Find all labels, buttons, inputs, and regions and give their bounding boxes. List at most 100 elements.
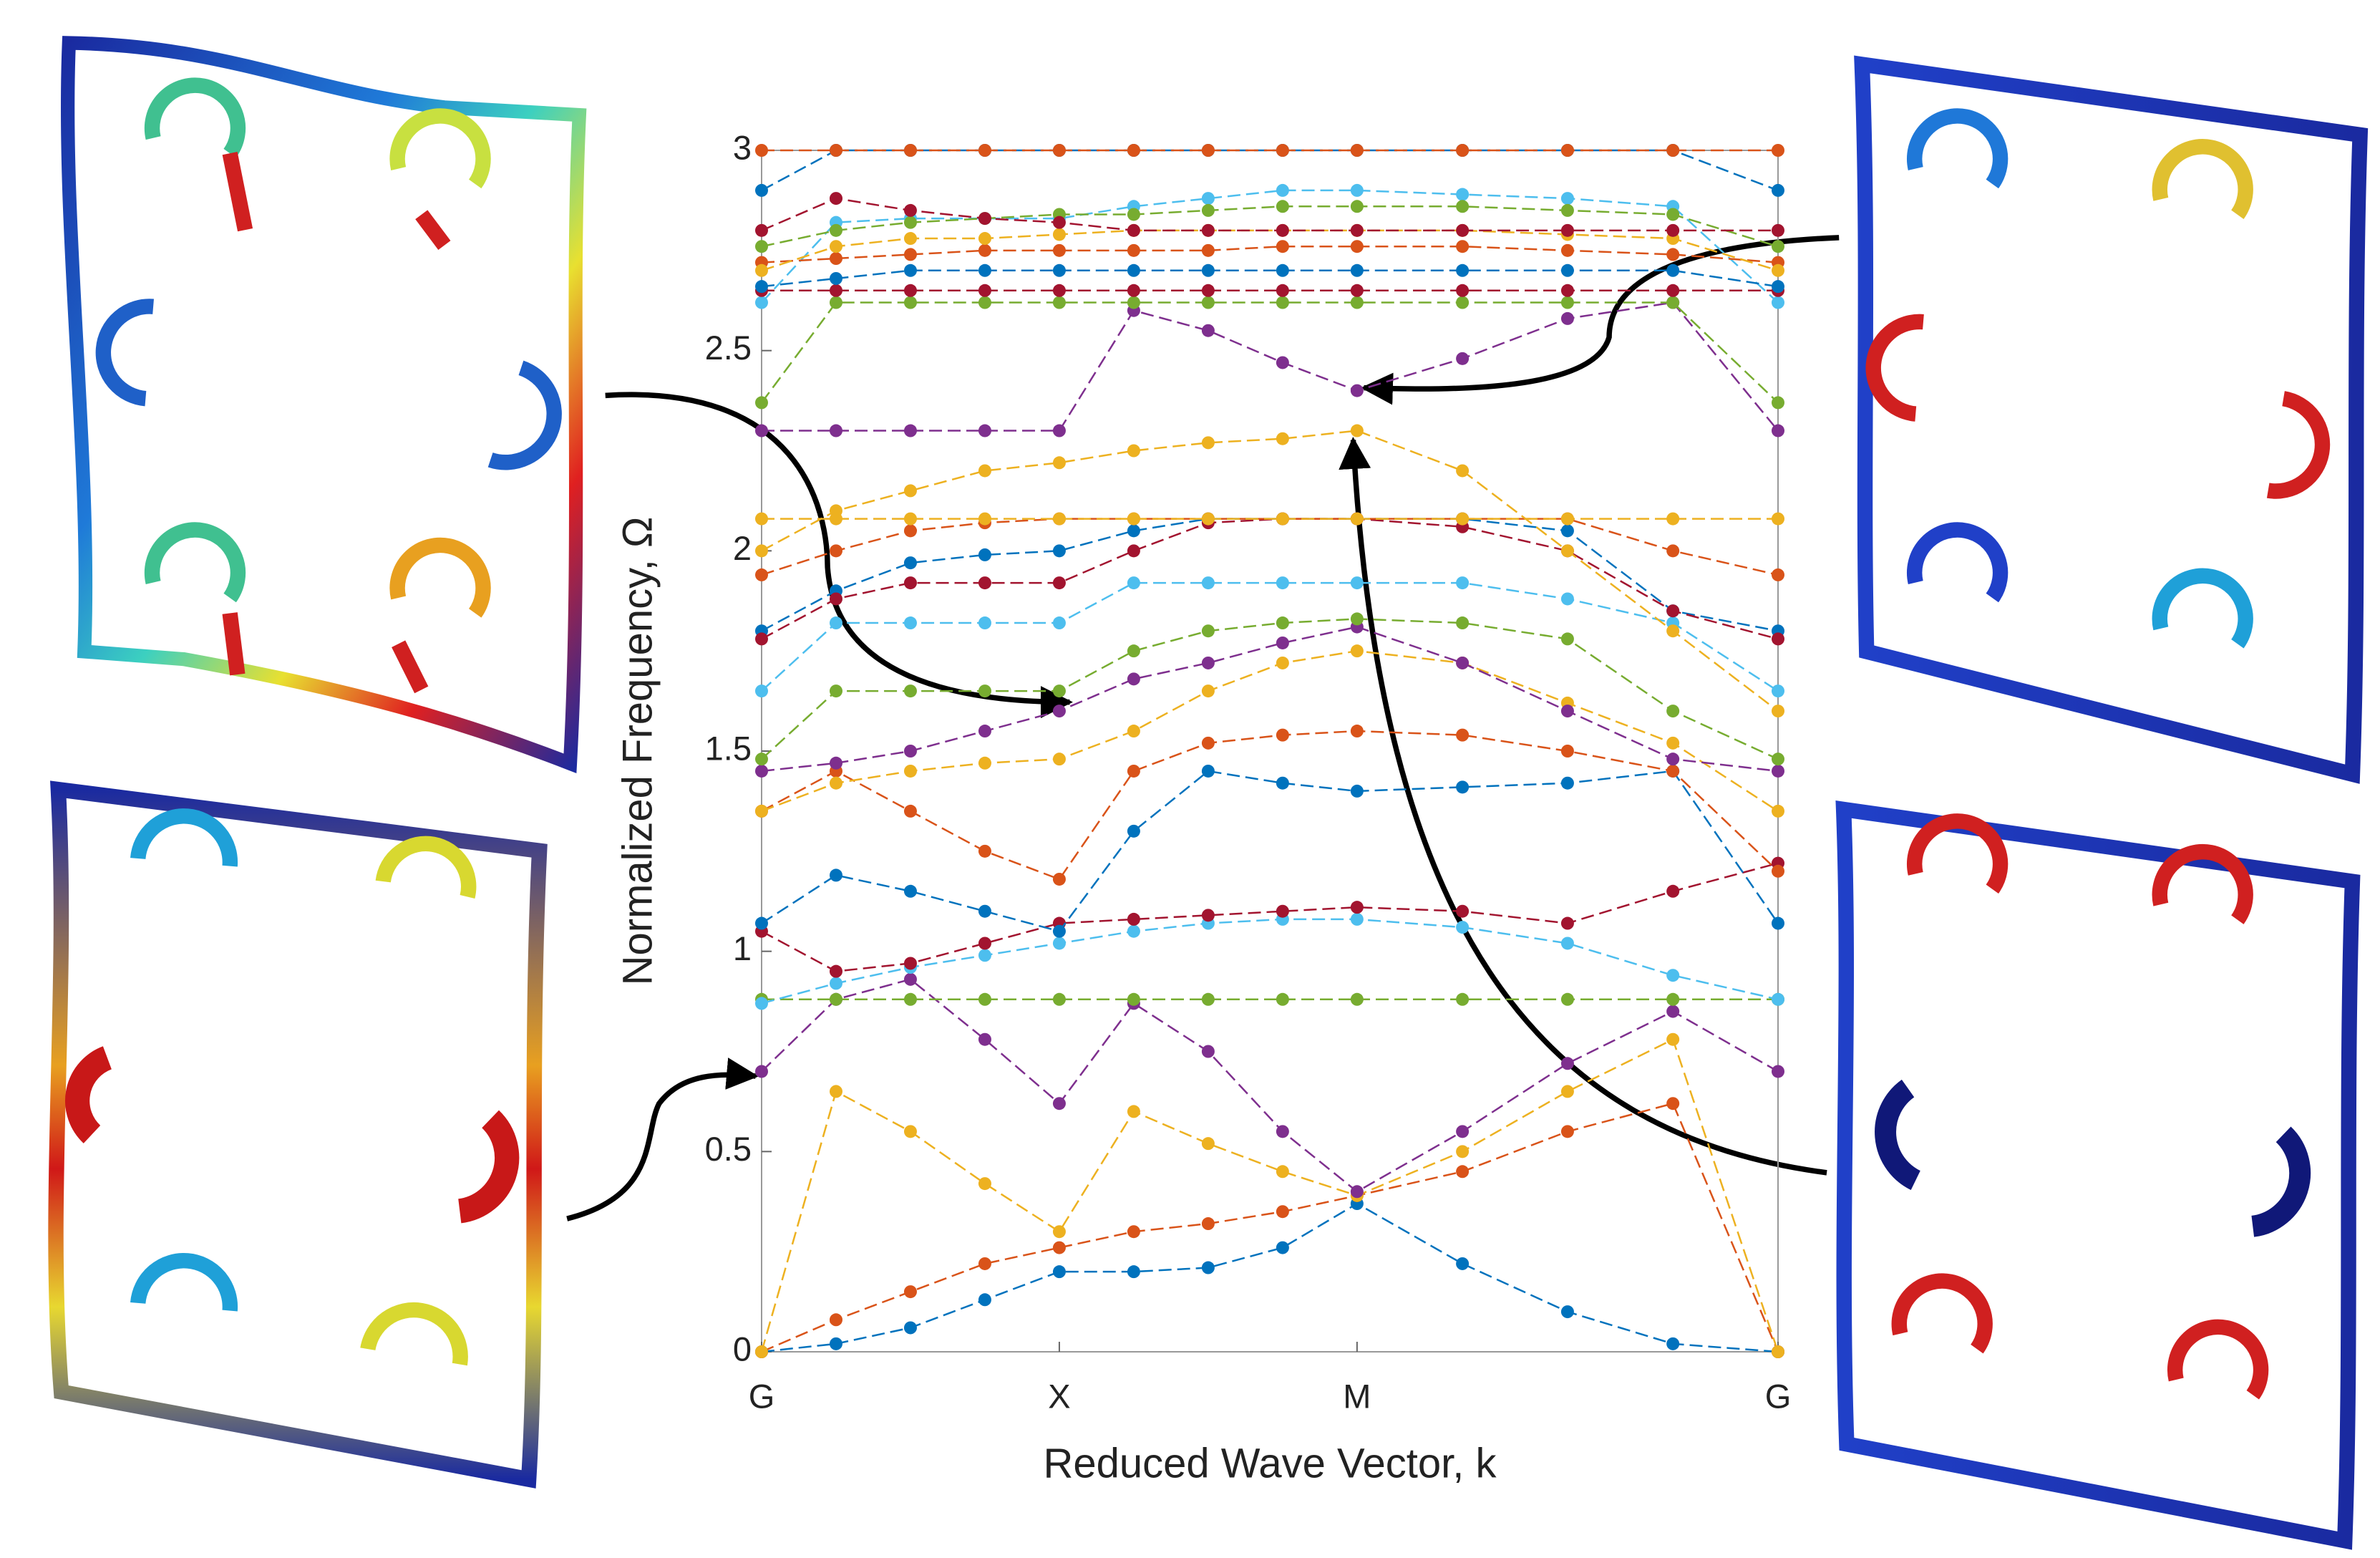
- band-point: [1052, 1265, 1066, 1279]
- band-point: [1276, 296, 1289, 309]
- band-point: [1052, 924, 1066, 938]
- band-point: [1127, 524, 1140, 538]
- rings: [1875, 813, 2311, 1400]
- band-point: [903, 484, 917, 498]
- band-point: [978, 844, 991, 858]
- band-point: [1560, 243, 1574, 257]
- band-point: [755, 568, 768, 581]
- band-point: [903, 296, 917, 309]
- band-point: [755, 296, 768, 309]
- band-point: [1052, 1225, 1066, 1239]
- band-point: [978, 904, 991, 918]
- band-point: [1666, 1097, 1680, 1111]
- band-point: [1127, 263, 1140, 277]
- band-point: [1276, 656, 1289, 669]
- band-point: [1201, 656, 1215, 669]
- band-point: [829, 544, 842, 558]
- band-point: [1350, 1185, 1364, 1199]
- band-point: [1772, 144, 1784, 157]
- band-point: [755, 223, 768, 237]
- band-point: [1560, 311, 1574, 325]
- band-point: [1127, 223, 1140, 237]
- band-point: [1772, 632, 1784, 646]
- band-point: [903, 957, 917, 970]
- band-point: [978, 284, 991, 297]
- band-point: [1276, 356, 1289, 369]
- band-line: [761, 770, 1779, 933]
- band-point: [978, 576, 991, 590]
- band-point: [978, 949, 991, 962]
- band-point: [978, 232, 991, 246]
- band-point: [1772, 223, 1784, 237]
- band-point: [1052, 576, 1066, 590]
- band-point: [903, 248, 917, 261]
- band-point: [903, 524, 917, 538]
- band-point: [1201, 192, 1215, 205]
- band-point: [1052, 872, 1066, 886]
- band-point: [1456, 656, 1470, 669]
- band-point: [1201, 764, 1215, 778]
- band-point: [1456, 1145, 1470, 1158]
- band-point: [755, 684, 768, 698]
- band-point: [903, 616, 917, 630]
- band-point: [1350, 200, 1364, 213]
- band-point: [1201, 203, 1215, 217]
- band-point: [755, 424, 768, 437]
- band-point: [1052, 705, 1066, 718]
- band-line: [761, 149, 1779, 192]
- band-point: [1201, 296, 1215, 309]
- band-point: [1127, 1105, 1140, 1118]
- band-point: [978, 263, 991, 277]
- band-point: [1350, 263, 1364, 277]
- band-point: [978, 725, 991, 738]
- band-point: [1772, 424, 1784, 437]
- band-point: [1560, 592, 1574, 606]
- band-point: [1052, 992, 1066, 1006]
- band-line: [761, 430, 1779, 712]
- band-point: [1201, 144, 1215, 157]
- band-point: [1666, 753, 1680, 766]
- band-point: [755, 804, 768, 818]
- band-point: [1666, 263, 1680, 277]
- band-point: [1456, 780, 1470, 794]
- band-point: [1127, 296, 1140, 309]
- band-point: [755, 764, 768, 778]
- band-point: [1201, 1137, 1215, 1151]
- band-point: [755, 632, 768, 646]
- band-point: [903, 144, 917, 157]
- band-point: [829, 964, 842, 978]
- band-point: [755, 1065, 768, 1078]
- band-point: [1560, 705, 1574, 718]
- arrows: [566, 235, 1840, 1221]
- band-point: [1127, 672, 1140, 686]
- band-point: [1276, 144, 1289, 157]
- band-point: [1127, 284, 1140, 297]
- band-point: [755, 1345, 768, 1358]
- band-point: [1772, 240, 1784, 253]
- band-point: [1052, 228, 1066, 241]
- band-point: [978, 684, 991, 698]
- band-line: [762, 301, 1779, 432]
- x-tick-label: M: [1343, 1377, 1371, 1415]
- band-point: [1350, 576, 1364, 590]
- band-point: [1201, 624, 1215, 638]
- band-point: [1201, 436, 1215, 450]
- band-point: [1560, 203, 1574, 217]
- band-point: [1350, 183, 1364, 197]
- band-point: [755, 263, 768, 277]
- band-point: [1456, 1165, 1470, 1179]
- band-point: [903, 556, 917, 570]
- band-point: [1772, 183, 1784, 197]
- band-point: [1276, 512, 1289, 526]
- arrow: [1339, 436, 1827, 1176]
- band-point: [1276, 1205, 1289, 1219]
- band-point: [1052, 616, 1066, 630]
- band-point: [1127, 512, 1140, 526]
- band-point: [1276, 263, 1289, 277]
- x-tick-label: G: [1765, 1377, 1792, 1415]
- band-point: [1666, 1005, 1680, 1018]
- band-point: [1456, 921, 1470, 934]
- band-point: [1052, 544, 1066, 558]
- band-point: [1772, 396, 1784, 410]
